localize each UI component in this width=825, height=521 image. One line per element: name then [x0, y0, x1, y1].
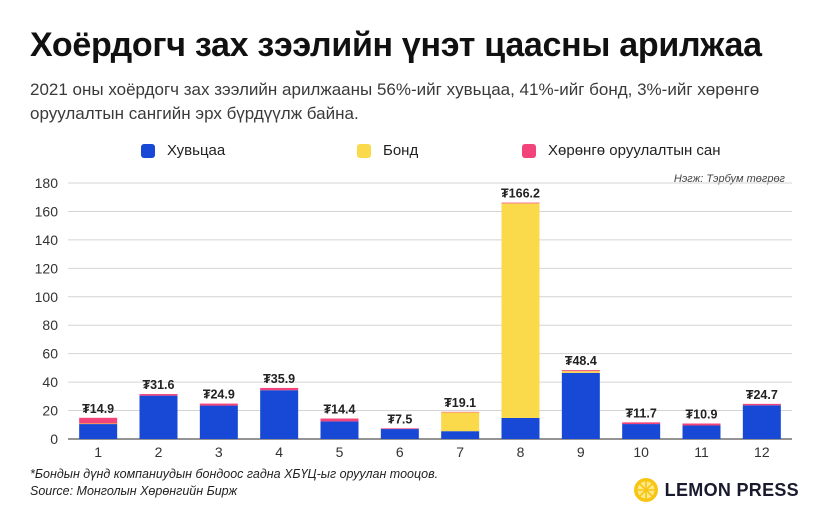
legend-item-stocks: Хувьцаа [141, 142, 225, 159]
y-tick-label: 180 [35, 175, 59, 191]
bar-total-label: ₮14.9 [82, 402, 114, 416]
bar-segment [380, 428, 419, 430]
y-tick-label: 0 [50, 431, 58, 447]
bar-segment [622, 424, 661, 439]
bar-segment [561, 370, 600, 372]
bar-total-label: ₮10.9 [686, 407, 718, 421]
x-tick-label: 1 [94, 444, 102, 460]
bar-segment [682, 425, 721, 439]
legend-label-bonds: Бонд [383, 142, 419, 159]
y-tick-label: 100 [35, 289, 59, 305]
bar-total-label: ₮24.7 [746, 388, 778, 402]
bar-segment [139, 395, 178, 439]
bar-segment [79, 424, 118, 439]
bar-total-label: ₮48.4 [565, 354, 597, 368]
bar-segment [380, 429, 419, 439]
y-tick-label: 40 [42, 374, 58, 390]
legend-label-stocks: Хувьцаа [167, 142, 226, 159]
y-tick-label: 160 [35, 203, 59, 219]
bar-segment [320, 421, 359, 439]
bar-segment [501, 203, 540, 418]
bar-segment [441, 411, 480, 413]
x-tick-label: 2 [155, 444, 163, 460]
x-tick-label: 6 [396, 444, 404, 460]
x-tick-label: 12 [754, 444, 770, 460]
bar-total-label: ₮24.9 [203, 388, 235, 402]
bar-total-label: ₮11.7 [626, 406, 657, 420]
footnote-note: *Бондын дүнд компаниудын бондоос гадна Х… [30, 467, 439, 481]
x-tick-label: 11 [694, 444, 709, 460]
footnote-source: Source: Монголын Хөрөнгийн Бирж [30, 484, 238, 498]
unit-note: Нэгж: Тэрбум төгрөг [673, 173, 785, 185]
bar-segment [139, 394, 178, 396]
bar-total-label: ₮19.1 [444, 396, 476, 410]
legend-label-funds: Хөрөнгө оруулалтын сан [548, 142, 721, 159]
bar-segment [622, 422, 661, 425]
legend-swatch-funds [522, 143, 536, 158]
y-tick-label: 120 [35, 260, 59, 276]
y-tick-label: 20 [42, 403, 58, 419]
bar-segment [742, 403, 781, 406]
x-tick-label: 5 [336, 444, 344, 460]
bar-segment [199, 405, 238, 439]
y-tick-label: 80 [42, 317, 58, 333]
bar-total-label: ₮31.6 [143, 378, 175, 392]
legend-swatch-stocks [141, 143, 155, 158]
x-tick-label: 9 [577, 444, 585, 460]
bar-total-label: ₮35.9 [263, 372, 295, 386]
bar-segment [260, 387, 299, 391]
x-tick-label: 7 [456, 444, 464, 460]
x-tick-label: 4 [275, 444, 283, 460]
lemon-icon [633, 478, 658, 502]
bar-segment [79, 417, 118, 424]
bar-total-label: ₮14.4 [324, 403, 356, 417]
bar-segment [682, 423, 721, 426]
brand-logo: LEMON PRESS [633, 477, 799, 503]
x-tick-label: 8 [517, 444, 525, 460]
bar-total-label: ₮7.5 [387, 412, 412, 426]
brand-name: LEMON PRESS [664, 479, 799, 500]
page-subtitle: 2021 оны хоёрдогч зах зээлийн арилжааны … [30, 80, 760, 123]
bar-segment [199, 403, 238, 406]
legend-swatch-bonds [357, 143, 371, 158]
bar-segment [501, 202, 540, 204]
y-tick-label: 60 [42, 346, 58, 362]
bar-segment [441, 412, 480, 432]
bar-segment [79, 423, 118, 425]
chart-legend: Хувьцаа Бонд Хөрөнгө оруулалтын сан [0, 142, 825, 164]
bar-segment [441, 431, 480, 439]
y-tick-label: 140 [35, 232, 59, 248]
bar-segment [501, 417, 540, 439]
bar-segment [742, 405, 781, 439]
page-title: Хоёрдогч зах зээлийн үнэт цаасны арилжаа [30, 26, 762, 64]
legend-item-bonds: Бонд [357, 142, 418, 159]
footnote: *Бондын дүнд компаниудын бондоос гадна Х… [30, 466, 438, 500]
bar-total-label: ₮166.2 [501, 187, 540, 201]
bar-segment [561, 372, 600, 439]
x-tick-label: 3 [215, 444, 223, 460]
bar-segment [260, 390, 299, 439]
bar-segment [561, 371, 600, 373]
legend-item-funds: Хөрөнгө оруулалтын сан [522, 142, 721, 159]
x-tick-label: 10 [633, 444, 649, 460]
bar-segment [320, 418, 359, 422]
